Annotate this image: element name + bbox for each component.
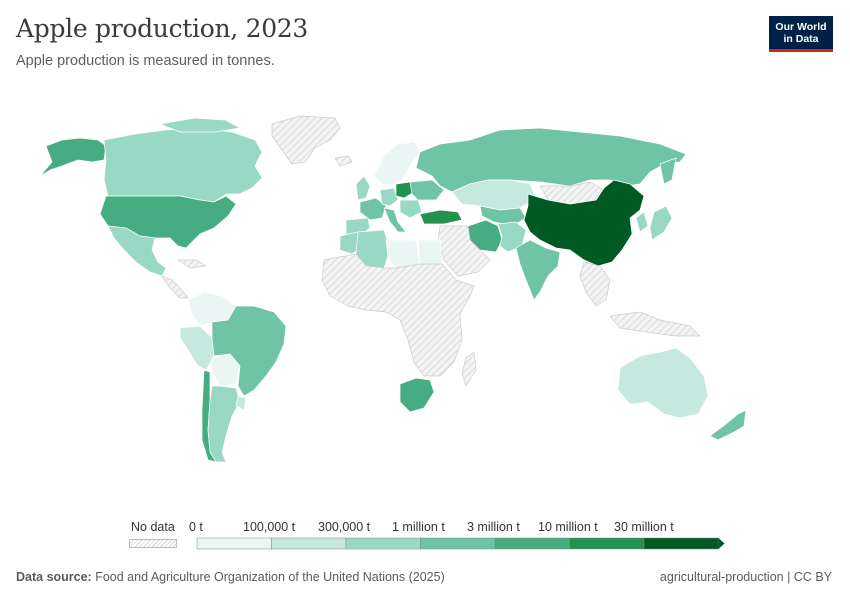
country-germany[interactable]: [379, 187, 399, 207]
region-kamchatka[interactable]: [659, 157, 677, 185]
footer-license[interactable]: agricultural-production | CC BY: [659, 570, 832, 584]
legend-bin-label-6: 30 million t: [614, 520, 674, 534]
legend-swatch-1: [271, 537, 347, 550]
country-japan[interactable]: [649, 205, 673, 241]
legend-swatch-2: [345, 537, 421, 550]
logo-line-2: in Data: [783, 33, 819, 45]
country-new-zealand[interactable]: [709, 409, 747, 441]
chart-subtitle: Apple production is measured in tonnes.: [16, 53, 275, 69]
legend-bin-label-4: 3 million t: [467, 520, 520, 534]
country-libya[interactable]: [385, 239, 421, 269]
country-canada[interactable]: [103, 127, 263, 203]
country-arctic-islands[interactable]: [159, 117, 241, 133]
country-madagascar[interactable]: [461, 351, 477, 387]
country-greenland[interactable]: [271, 115, 341, 165]
legend-swatch-6: [643, 537, 719, 550]
legend-bin-label-2: 300,000 t: [318, 520, 371, 534]
owid-logo[interactable]: Our World in Data: [769, 16, 833, 52]
map-legend: No data 0 t 100,000 t 300,000 t 1 millio…: [0, 516, 850, 556]
legend-no-data-swatch: [129, 539, 177, 548]
country-russia[interactable]: [415, 127, 687, 193]
legend-swatch-3: [420, 537, 496, 550]
region-caribbean[interactable]: [177, 259, 207, 269]
country-india[interactable]: [515, 239, 561, 301]
region-central-asia[interactable]: [479, 205, 527, 227]
country-mexico[interactable]: [107, 225, 167, 277]
country-uruguay[interactable]: [235, 395, 247, 411]
region-africa-no-data[interactable]: [321, 253, 475, 377]
legend-swatch-5: [569, 537, 645, 550]
legend-color-scale: [196, 537, 725, 550]
region-southeast-asia[interactable]: [579, 261, 611, 307]
footer-source-text: Food and Agriculture Organization of the…: [95, 570, 445, 584]
country-indonesia[interactable]: [609, 311, 701, 337]
country-france[interactable]: [359, 197, 387, 221]
country-italy[interactable]: [383, 207, 407, 233]
footer-source-label: Data source:: [16, 570, 92, 584]
country-brazil[interactable]: [211, 305, 287, 397]
country-peru[interactable]: [179, 325, 215, 371]
legend-bin-label-5: 10 million t: [538, 520, 598, 534]
footer-source: Data source: Food and Agriculture Organi…: [16, 570, 445, 584]
legend-no-data-label: No data: [131, 520, 175, 534]
legend-arrow-tip: [718, 538, 725, 549]
country-china[interactable]: [523, 179, 645, 267]
logo-line-1: Our World: [775, 21, 827, 33]
country-poland[interactable]: [395, 181, 415, 199]
country-uk[interactable]: [355, 175, 371, 201]
world-map[interactable]: [0, 100, 850, 500]
chart-title: Apple production, 2023: [16, 14, 309, 43]
country-south-africa[interactable]: [399, 377, 435, 413]
legend-bin-label-0: 0 t: [189, 520, 203, 534]
region-central-america[interactable]: [161, 275, 189, 299]
country-scandinavia[interactable]: [373, 141, 421, 187]
country-ukraine[interactable]: [409, 179, 445, 201]
country-iceland[interactable]: [334, 155, 353, 167]
country-korea[interactable]: [635, 211, 649, 233]
legend-bin-label-1: 100,000 t: [243, 520, 296, 534]
country-alaska[interactable]: [39, 137, 107, 177]
country-australia[interactable]: [617, 347, 709, 419]
legend-swatch-4: [494, 537, 570, 550]
region-afghanistan-pakistan[interactable]: [497, 221, 527, 253]
legend-swatch-0: [196, 537, 272, 550]
country-argentina[interactable]: [207, 385, 241, 463]
country-turkey[interactable]: [419, 209, 463, 225]
region-balkans[interactable]: [399, 199, 423, 219]
legend-bin-label-3: 1 million t: [392, 520, 445, 534]
country-egypt[interactable]: [417, 239, 443, 265]
